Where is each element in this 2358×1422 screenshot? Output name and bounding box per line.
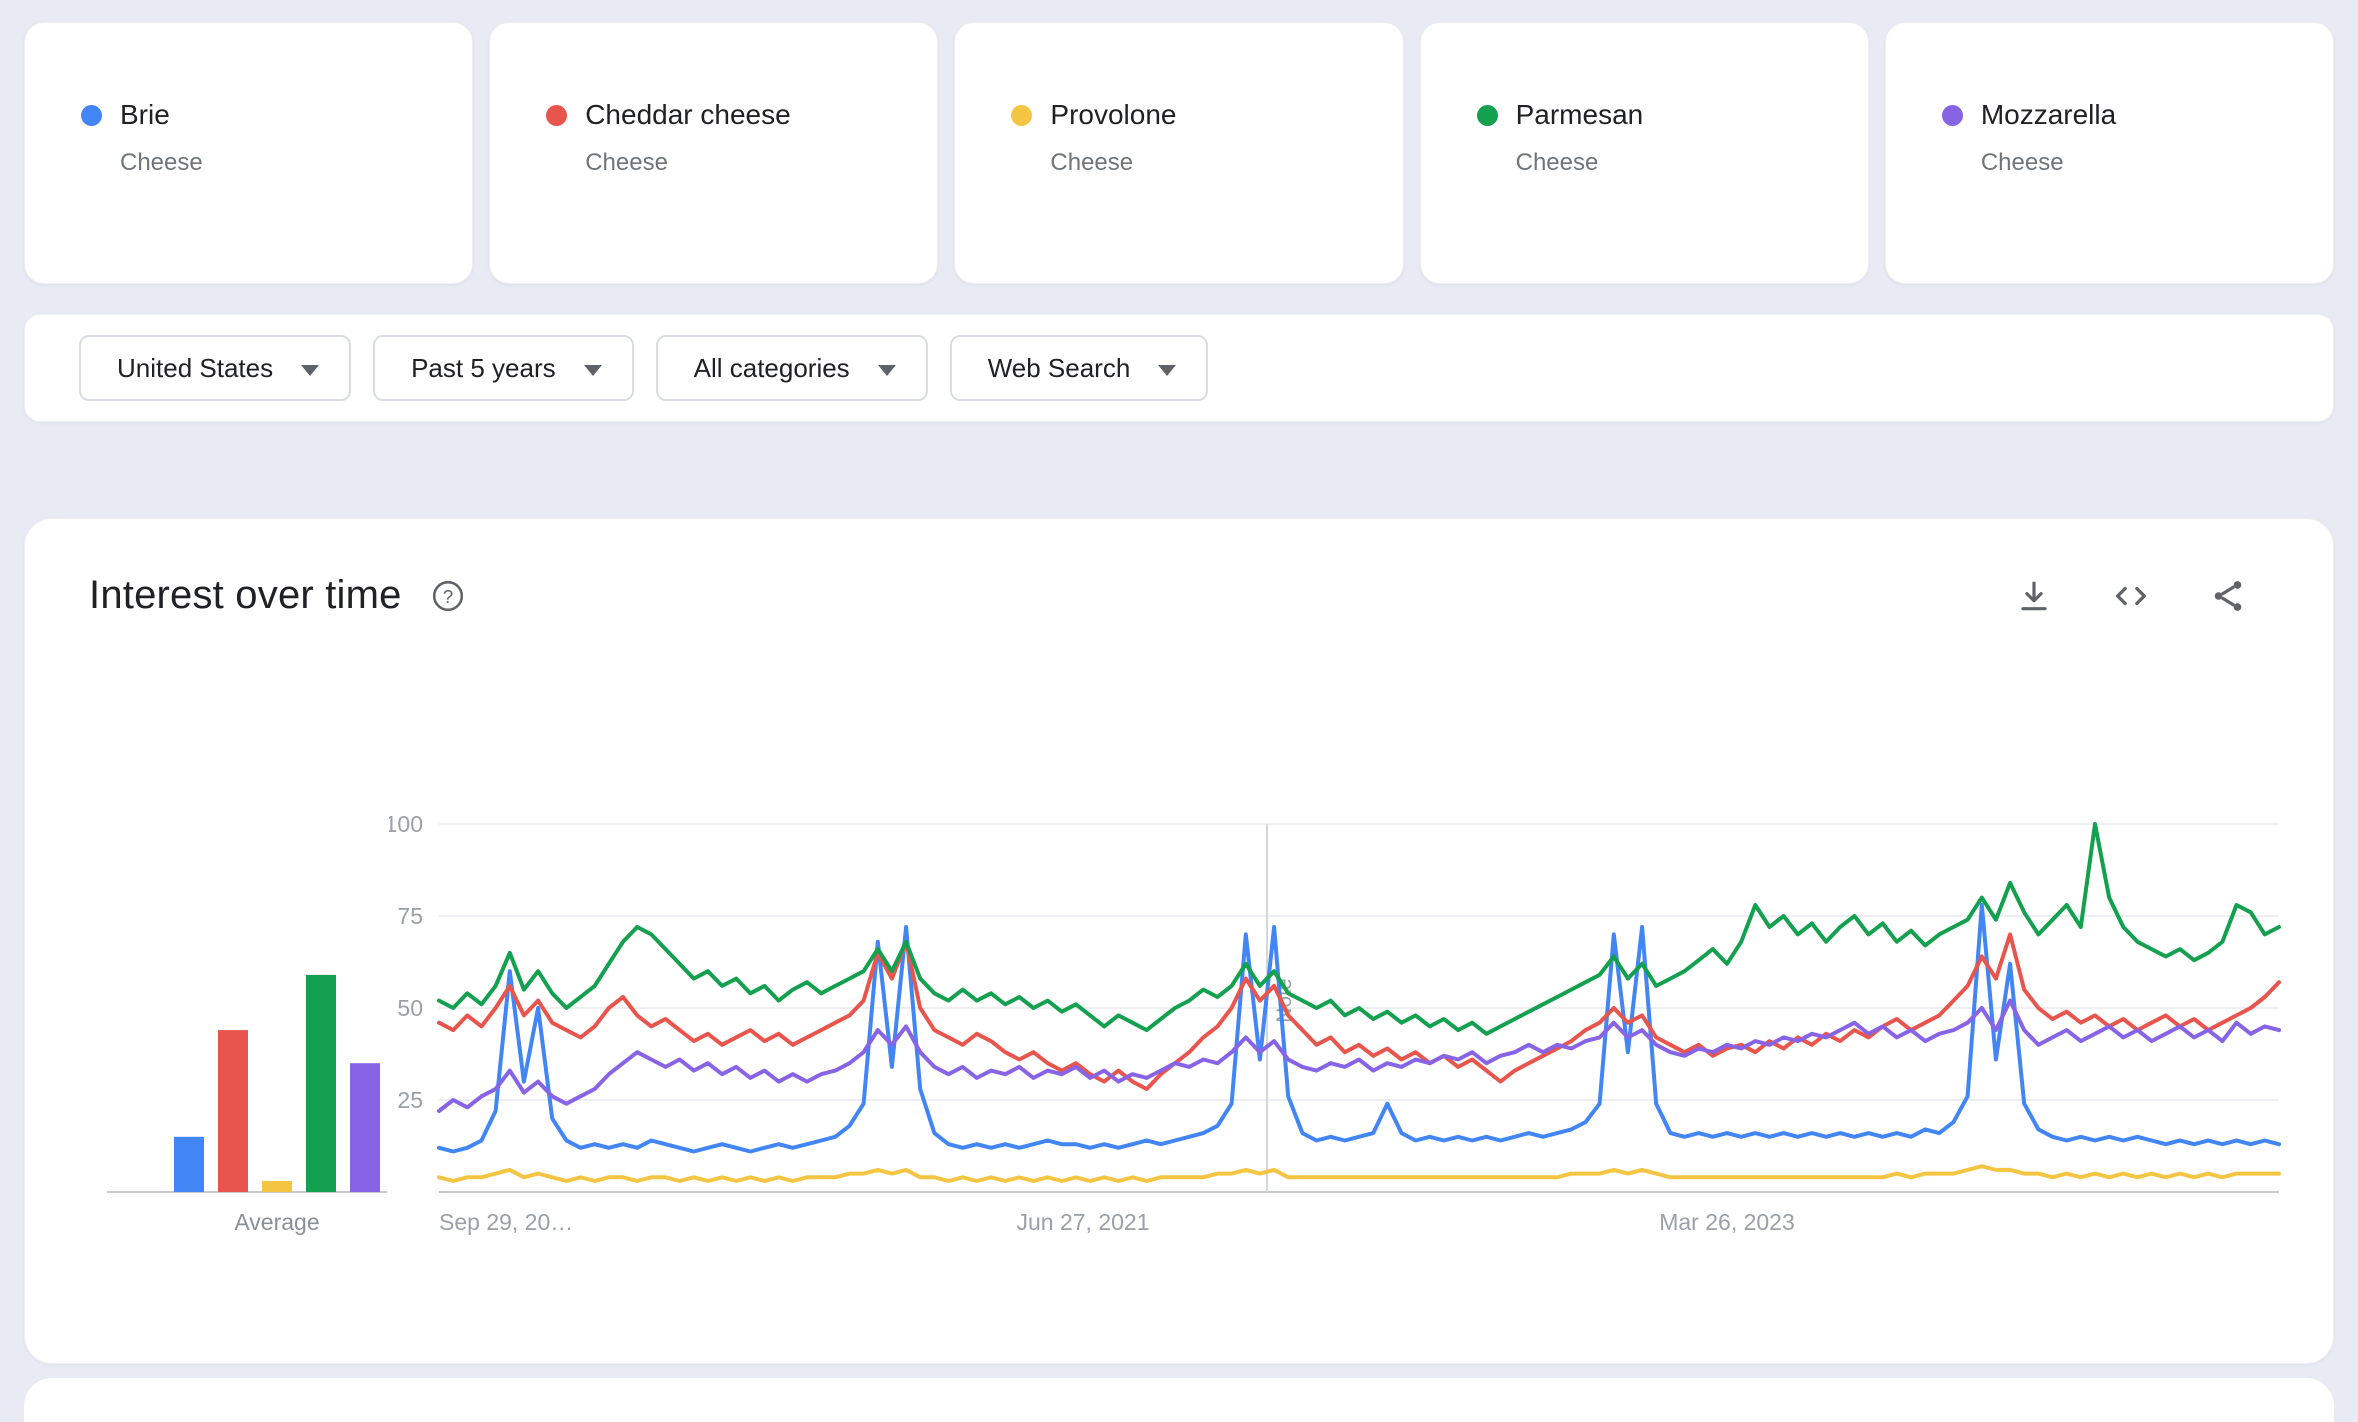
term-color-dot: [1941, 104, 1963, 126]
filter-geo-dropdown[interactable]: United States: [79, 335, 352, 401]
term-card-cheddar-cheese[interactable]: Cheddar cheese Cheese: [489, 22, 939, 284]
svg-text:75: 75: [397, 903, 423, 929]
term-name: Parmesan: [1515, 99, 1644, 130]
share-icon: [2214, 580, 2242, 611]
term-subtitle: Cheese: [1515, 149, 1599, 176]
term-color-dot: [1011, 104, 1033, 126]
chevron-down-icon: [877, 364, 896, 376]
download-icon: [2021, 581, 2047, 610]
filter-category-dropdown[interactable]: All categories: [655, 335, 928, 401]
chevron-down-icon: [301, 364, 320, 376]
term-subtitle: Cheese: [1980, 149, 2064, 176]
average-bar-chart: Average: [107, 974, 387, 1235]
svg-text:100: 100: [389, 814, 423, 837]
chevron-down-icon: [583, 364, 602, 376]
download-button[interactable]: [2015, 577, 2053, 615]
svg-text:?: ?: [442, 585, 452, 606]
filter-time-label: Past 5 years: [411, 352, 556, 383]
embed-code-icon: [2116, 586, 2146, 605]
term-subtitle: Cheese: [120, 149, 203, 176]
term-color-dot: [1476, 104, 1498, 126]
term-subtitle: Cheese: [585, 149, 668, 176]
svg-text:Sep 29, 20…: Sep 29, 20…: [439, 1209, 573, 1235]
term-cards-row: Brie Cheese Cheddar cheese Cheese Provol…: [24, 22, 2335, 284]
term-name: Provolone: [1050, 99, 1177, 130]
filter-time-dropdown[interactable]: Past 5 years: [373, 335, 634, 401]
interest-over-time-card: Interest over time ?: [24, 518, 2334, 1364]
svg-text:Mar 26, 2023: Mar 26, 2023: [1659, 1209, 1795, 1235]
term-card-mozzarella[interactable]: Mozzarella Cheese: [1884, 22, 2335, 284]
svg-text:Jun 27, 2021: Jun 27, 2021: [1016, 1209, 1149, 1235]
svg-text:50: 50: [397, 995, 423, 1021]
term-card-brie[interactable]: Brie Cheese: [24, 22, 474, 284]
filter-bar: United States Past 5 years All categorie…: [24, 314, 2334, 422]
section-title: Interest over time: [89, 573, 402, 617]
term-name: Mozzarella: [1980, 99, 2117, 130]
term-card-parmesan[interactable]: Parmesan Cheese: [1419, 22, 1869, 284]
filter-search-type-dropdown[interactable]: Web Search: [949, 335, 1209, 401]
svg-text:Average: Average: [234, 1209, 319, 1235]
term-name: Cheddar cheese: [585, 99, 791, 130]
filter-geo-label: United States: [117, 352, 274, 383]
term-color-dot: [546, 104, 568, 126]
term-color-dot: [81, 104, 102, 126]
embed-button[interactable]: [2111, 576, 2151, 616]
term-card-provolone[interactable]: Provolone Cheese: [954, 22, 1404, 284]
share-button[interactable]: [2209, 577, 2247, 615]
term-name: Brie: [120, 99, 170, 130]
filter-category-label: All categories: [693, 352, 850, 383]
svg-text:25: 25: [397, 1087, 423, 1113]
filter-search-type-label: Web Search: [987, 352, 1131, 383]
chevron-down-icon: [1158, 364, 1177, 376]
chart-area: Average 25 50 75 100 Note Sep 29, 20… Jun 27, …: [89, 814, 2333, 1244]
help-icon[interactable]: ?: [430, 578, 466, 614]
term-subtitle: Cheese: [1050, 149, 1134, 176]
next-card-top: [24, 1378, 2334, 1422]
